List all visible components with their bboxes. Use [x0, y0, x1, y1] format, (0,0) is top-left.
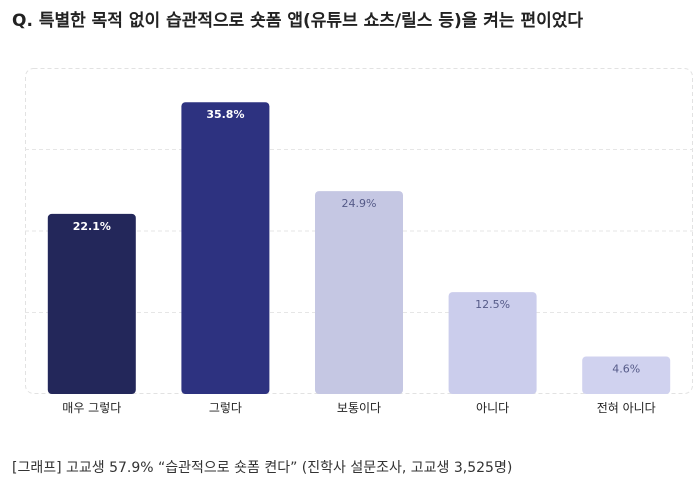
bar-chart: 22.1% 매우 그렇다 35.8% 그렇다 24.9% 보통이다 12.5% 아니다 4.6%… [25, 68, 693, 415]
bar-5 [582, 356, 671, 394]
data-label: 4.6% [612, 363, 640, 376]
chart-title: Q. 특별한 목적 없이 습관적으로 숏폼 앱(유튜브 쇼츠/릴스 등)을 켜는… [12, 11, 584, 31]
category-label: 그렇다 [209, 400, 242, 415]
data-label: 12.5% [475, 298, 510, 311]
chart-svg: 22.1% 매우 그렇다 35.8% 그렇다 24.9% 보통이다 12.5% 아니다 4.6%… [25, 68, 693, 415]
bar-4 [448, 292, 537, 394]
category-label: 매우 그렇다 [62, 400, 121, 415]
bar-2 [181, 102, 270, 395]
data-label: 24.9% [342, 197, 377, 210]
category-label: 전혀 아니다 [597, 401, 656, 415]
data-label: 22.1% [73, 220, 111, 233]
category-label: 아니다 [476, 401, 509, 415]
figure-caption: [그래프] 고교생 57.9% “습관적으로 숏폼 켠다” (진학사 설문조사,… [12, 460, 513, 476]
data-label: 35.8% [206, 108, 244, 121]
bar-3 [315, 191, 403, 394]
category-label: 보통이다 [337, 401, 381, 415]
bar-1 [47, 213, 136, 394]
